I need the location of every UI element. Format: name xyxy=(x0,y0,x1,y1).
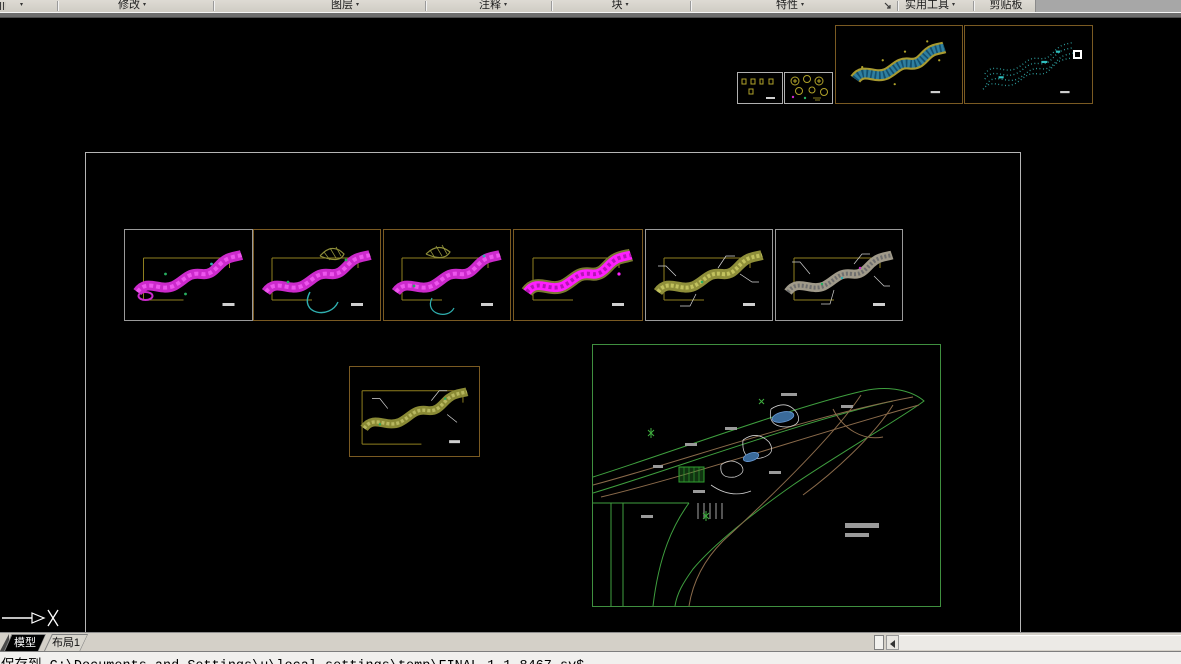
plant-symbols-graphics xyxy=(790,75,828,101)
drawing-frame-plan-5[interactable] xyxy=(645,229,773,321)
chevron-down-icon: ▾ xyxy=(625,2,629,8)
ribbon-panel-utilities[interactable]: 实用工具 ▾ xyxy=(904,0,956,11)
drawing-frame-siteplan-teal-dotted[interactable] xyxy=(964,25,1093,104)
panel-separator xyxy=(551,1,552,11)
drawing-frame-plant-symbols[interactable] xyxy=(784,72,833,104)
plan-olive-graphics xyxy=(350,367,479,445)
plan-4-graphics xyxy=(514,230,642,306)
ribbon-bottom-edge xyxy=(0,12,1181,18)
plan-1-graphics xyxy=(125,230,252,306)
command-line[interactable]: 保存到 C:\Documents and Settings\u\local se… xyxy=(0,651,1181,664)
panel-separator xyxy=(57,1,58,11)
drawing-frame-plan-1[interactable] xyxy=(124,229,253,321)
masterplan-graphics xyxy=(593,388,925,606)
chevron-down-icon: ▾ xyxy=(142,2,147,8)
model-space-canvas[interactable] xyxy=(0,18,1181,632)
layout-tab-bar: 模型 布局1 xyxy=(0,632,1181,651)
drawing-frame-plan-3[interactable] xyxy=(383,229,511,321)
ucs-icon xyxy=(2,609,59,627)
panel-separator xyxy=(425,1,426,11)
chevron-down-icon: ▾ xyxy=(800,2,805,8)
tab-model[interactable]: 模型 xyxy=(4,634,46,651)
tab-layout1[interactable]: 布局1 xyxy=(44,634,88,651)
siteplan-teal-graphics xyxy=(982,41,1077,94)
ribbon-panel-layers[interactable]: 图层 ▾ xyxy=(330,0,360,11)
pickbox-cursor xyxy=(1073,50,1082,59)
panel-separator xyxy=(213,1,214,11)
scroll-left-arrow-icon xyxy=(890,640,895,648)
ribbon-panel-block[interactable]: 块 ▾ xyxy=(611,0,629,11)
siteplan-blue-graphics xyxy=(836,40,962,94)
ribbon-panel-properties[interactable]: 特性 ▾ xyxy=(775,0,805,11)
drawing-frame-siteplan-blue[interactable] xyxy=(835,25,963,104)
drawing-frame-legend-table[interactable] xyxy=(737,72,783,104)
ribbon-panel-clipboard[interactable]: 剪贴板 xyxy=(989,0,1023,11)
command-line-text: 保存到 C:\Documents and Settings\u\local se… xyxy=(1,653,584,664)
sheet-boundary-rect[interactable] xyxy=(85,152,1021,632)
dialog-launcher-icon[interactable] xyxy=(884,2,893,11)
panel-separator xyxy=(690,1,691,11)
legend-table-graphics xyxy=(741,78,775,99)
clipped-panel-label xyxy=(0,2,6,10)
drawing-frame-plan-6[interactable] xyxy=(775,229,903,321)
chevron-down-icon: ▾ xyxy=(951,2,956,8)
plan-3-graphics xyxy=(384,244,510,315)
chevron-down-icon: ▾ xyxy=(19,2,24,8)
plan-2-graphics xyxy=(254,246,380,314)
clipped-panel-chevron[interactable]: ▾ xyxy=(17,0,23,12)
ribbon-panel-annotation[interactable]: 注释 ▾ xyxy=(478,0,508,11)
panel-separator xyxy=(973,1,974,11)
scrollbar-splitter-handle[interactable] xyxy=(874,635,884,650)
drawing-frame-plan-4[interactable] xyxy=(513,229,643,321)
tab-bar-wedge xyxy=(0,634,9,651)
ribbon-panel-bar: ▾ 修改 ▾ 图层 ▾ 注释 ▾ 块 ▾ 特性 ▾ 实用工具 ▾ 剪贴板 xyxy=(0,0,1181,12)
ribbon-empty-area xyxy=(1035,0,1181,12)
plan-6-graphics xyxy=(776,230,902,306)
plan-5-graphics xyxy=(646,230,772,307)
chevron-down-icon: ▾ xyxy=(503,2,508,8)
tab-model-label: 模型 xyxy=(5,635,45,651)
chevron-down-icon: ▾ xyxy=(355,2,360,8)
horizontal-scrollbar-track[interactable] xyxy=(899,635,1181,650)
ribbon-panel-modify[interactable]: 修改 ▾ xyxy=(117,0,147,11)
drawing-frame-masterplan[interactable] xyxy=(592,344,941,607)
drawing-frame-plan-olive[interactable] xyxy=(349,366,480,457)
drawing-frame-plan-2[interactable] xyxy=(253,229,381,321)
scroll-left-button[interactable] xyxy=(886,635,899,650)
ucs-x-axis-glyph xyxy=(47,609,59,627)
tab-layout1-label: 布局1 xyxy=(45,635,87,651)
panel-separator xyxy=(897,1,898,11)
